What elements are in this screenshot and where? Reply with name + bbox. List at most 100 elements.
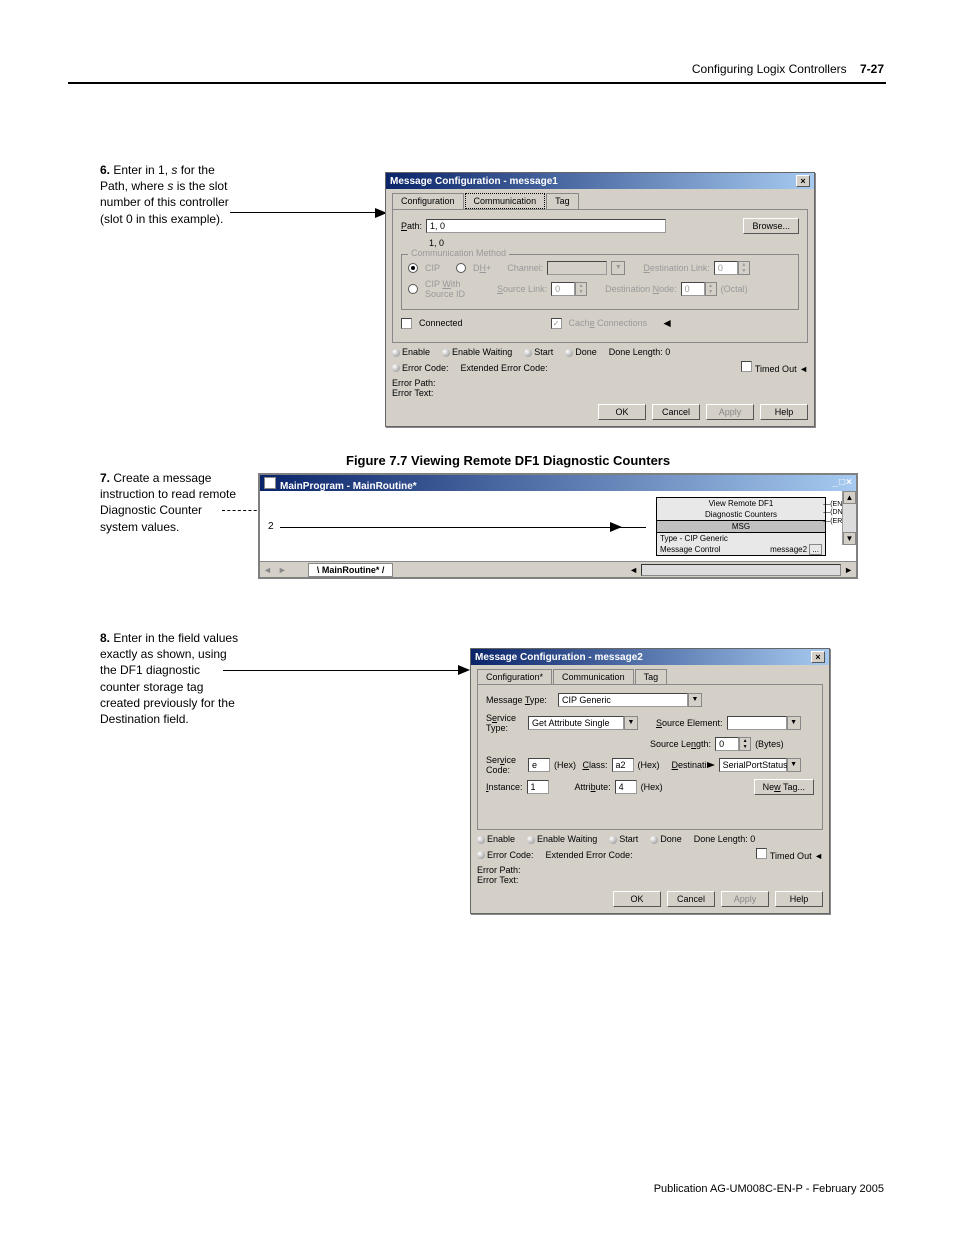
msg-type-label: Type - CIP Generic <box>660 534 728 543</box>
src-link-label: Source Link: <box>497 284 547 294</box>
tab-communication[interactable]: Communication <box>553 669 634 684</box>
tab-nav-right[interactable]: ► <box>275 565 290 575</box>
close-icon[interactable]: × <box>846 477 852 489</box>
msg-block[interactable]: View Remote DF1 Diagnostic Counters MSG … <box>656 497 826 556</box>
close-icon[interactable]: × <box>811 651 825 663</box>
msg-control-label: Message Control <box>660 545 720 554</box>
msg-ellipsis-button[interactable]: ... <box>809 544 822 555</box>
path-input[interactable]: 1, 0 <box>426 219 666 233</box>
dest-link-input: 0 <box>714 261 738 275</box>
minimize-icon[interactable]: _ <box>833 477 839 489</box>
comm-method-title: Communication Method <box>408 248 509 258</box>
dialog2-body: Message Type: CIP Generic▼ ServiceType: … <box>477 684 823 830</box>
timed-out-label: Timed Out <box>755 364 797 374</box>
dest-link-label: Destination Link: <box>643 263 710 273</box>
maximize-icon[interactable]: □ <box>839 477 845 489</box>
svc-type-label: ServiceType: <box>486 713 524 733</box>
help-button[interactable]: Help <box>760 404 808 420</box>
error-path-label: Error Path: <box>477 865 823 875</box>
hscroll-left[interactable]: ◄ <box>626 565 641 575</box>
instance-input[interactable]: 1 <box>527 780 549 794</box>
step-6-text: Enter in 1, s for the Path, where s is t… <box>100 163 229 226</box>
ok-button[interactable]: OK <box>598 404 646 420</box>
dest-dropdown[interactable]: ▼ <box>787 758 801 772</box>
msg-type-dropdown[interactable]: ▼ <box>688 693 702 707</box>
tab-configuration[interactable]: Configuration* <box>477 669 552 684</box>
tab-configuration[interactable]: Configuration <box>392 193 464 209</box>
cip-label: CIP <box>425 263 440 273</box>
svc-type-select[interactable]: Get Attribute Single <box>528 716 624 730</box>
enable-led <box>392 349 400 357</box>
scroll-down-icon[interactable]: ▼ <box>843 532 856 545</box>
tab-tag[interactable]: Tag <box>635 669 668 684</box>
timed-out-checkbox <box>741 361 752 372</box>
msg-title-2: Diagnostic Counters <box>657 509 825 520</box>
error-path-label: Error Path: <box>392 378 808 388</box>
connected-checkbox[interactable] <box>401 318 412 329</box>
connected-label: Connected <box>419 318 463 328</box>
dialog1-buttons: OK Cancel Apply Help <box>386 398 814 426</box>
tab-tag[interactable]: Tag <box>546 193 579 209</box>
error-text-label: Error Text: <box>392 388 808 398</box>
apply-button[interactable]: Apply <box>706 404 754 420</box>
src-len-spinner[interactable]: ▲▼ <box>739 737 751 751</box>
svc-code-input[interactable]: e <box>528 758 550 772</box>
msg-type-select[interactable]: CIP Generic <box>558 693 688 707</box>
dest-label: Destinati <box>672 760 715 770</box>
prog-icon <box>264 477 276 489</box>
timed-out-label: Timed Out <box>770 851 812 861</box>
page-header: Configuring Logix Controllers 7-27 <box>692 62 884 76</box>
svc-code-label: ServiceCode: <box>486 755 524 775</box>
svc-type-dropdown[interactable]: ▼ <box>624 716 638 730</box>
step-7: 7. Create a message instruction to read … <box>100 470 240 535</box>
cancel-button[interactable]: Cancel <box>667 891 715 907</box>
src-len-input[interactable]: 0 <box>715 737 739 751</box>
hscroll-right[interactable]: ► <box>841 565 856 575</box>
src-link-spinner: ▲▼ <box>575 282 587 296</box>
header-rule <box>68 82 886 84</box>
dialog2-titlebar: Message Configuration - message2 × <box>471 649 829 665</box>
channel-input <box>547 261 607 275</box>
tab-communication[interactable]: Communication <box>465 193 546 209</box>
src-elem-label: Source Element: <box>656 718 723 728</box>
hex-label-2: (Hex) <box>638 760 660 770</box>
help-button[interactable]: Help <box>775 891 823 907</box>
rung-arrow <box>610 522 622 535</box>
class-input[interactable]: a2 <box>612 758 634 772</box>
done-label: Done <box>575 347 597 357</box>
attr-input[interactable]: 4 <box>615 780 637 794</box>
leader-line-8 <box>223 670 463 671</box>
scroll-up-icon[interactable]: ▲ <box>843 491 856 504</box>
src-elem-input[interactable] <box>727 716 787 730</box>
start-led <box>524 349 532 357</box>
new-tag-button[interactable]: New Tag... <box>754 779 814 795</box>
dest-node-input: 0 <box>681 282 705 296</box>
leader-line-7 <box>222 510 262 511</box>
cache-label: Cache Connections <box>569 318 648 328</box>
step-6-num: 6. <box>100 163 110 177</box>
dialog2-status-row: Enable Enable Waiting Start Done Done Le… <box>471 830 829 848</box>
browse-button[interactable]: Browse... <box>743 218 799 234</box>
start-label: Start <box>619 834 638 844</box>
ok-button[interactable]: OK <box>613 891 661 907</box>
cancel-button[interactable]: Cancel <box>652 404 700 420</box>
flag-er: ER <box>833 518 843 525</box>
page-footer: Publication AG-UM008C-EN-P - February 20… <box>654 1183 884 1195</box>
close-icon[interactable]: × <box>796 175 810 187</box>
cache-arrow-icon: ◄ <box>661 316 673 330</box>
dest-select[interactable]: SerialPortStatus <box>719 758 787 772</box>
apply-button[interactable]: Apply <box>721 891 769 907</box>
enable-label: Enable <box>487 834 515 844</box>
mainroutine-tab[interactable]: \ MainRoutine* / <box>308 563 394 577</box>
prog-titlebar: MainProgram - MainRoutine* _ □ × <box>260 475 856 491</box>
tab-nav-left[interactable]: ◄ <box>260 565 275 575</box>
vertical-scrollbar[interactable]: ▲ ▼ <box>842 491 856 545</box>
octal-label: (Octal) <box>721 284 748 294</box>
prog-body: 2 View Remote DF1 Diagnostic Counters MS… <box>260 491 856 561</box>
dialog1-status-row: Enable Enable Waiting Start Done Done Le… <box>386 343 814 361</box>
src-elem-dropdown[interactable]: ▼ <box>787 716 801 730</box>
hscroll-track[interactable] <box>641 564 841 576</box>
enable-waiting-label: Enable Waiting <box>537 834 597 844</box>
done-length-label: Done Length: 0 <box>694 834 756 844</box>
flag-en: EN <box>833 501 843 508</box>
